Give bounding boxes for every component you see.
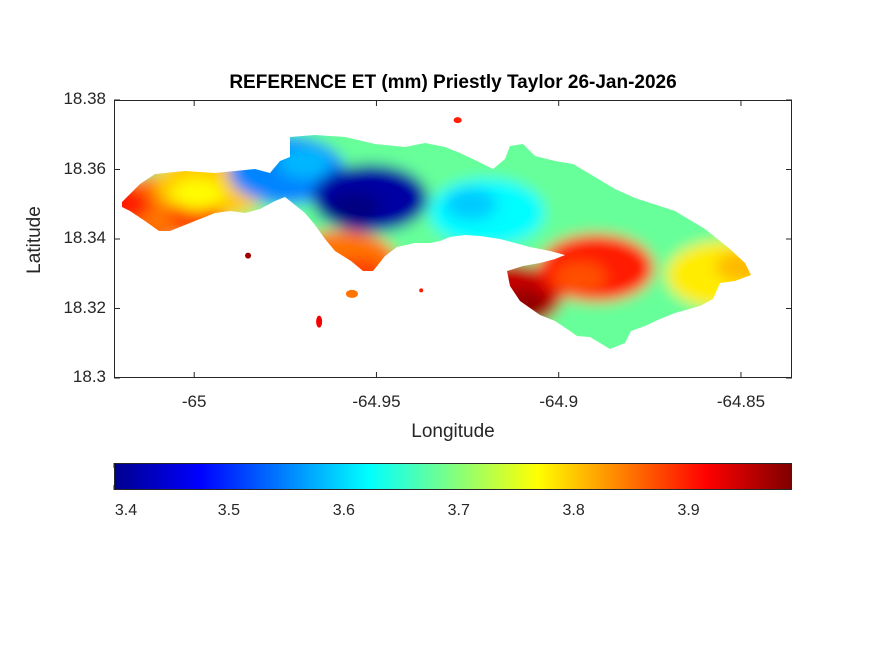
y-tick-label: 18.32 xyxy=(63,297,106,317)
islet xyxy=(245,252,252,259)
map-title: REFERENCE ET (mm) Priestly Taylor 26-Jan… xyxy=(229,72,677,93)
colorbar-tick-label: 3.7 xyxy=(447,502,470,519)
heatmap-detail xyxy=(444,188,497,221)
x-tick-label: -64.9 xyxy=(539,392,579,411)
y-tick-label: 18.34 xyxy=(63,228,106,247)
colorbar-tick-label: 3.5 xyxy=(217,502,241,519)
x-axis-label: Longitude xyxy=(411,421,495,442)
y-tick-label: 18.36 xyxy=(63,158,106,178)
heatmap-detail xyxy=(328,192,381,225)
heatmap-detail xyxy=(278,146,331,179)
islet xyxy=(419,288,424,293)
islet xyxy=(453,117,462,124)
colorbar xyxy=(114,463,792,490)
x-tick-label: -65 xyxy=(181,392,207,411)
heatmap-detail xyxy=(554,261,607,294)
heatmap-detail xyxy=(715,250,751,283)
colorbar-tick-label: 3.8 xyxy=(562,502,585,519)
heatmap-detail xyxy=(171,178,224,211)
x-tick-label: -64.85 xyxy=(716,392,766,411)
x-tick-label: -64.95 xyxy=(352,392,401,411)
y-tick-label: 18.3 xyxy=(72,367,106,386)
colorbar-tick-label: 3.6 xyxy=(332,502,355,519)
y-axis-label: Latitude xyxy=(24,206,45,274)
islet xyxy=(345,289,358,298)
et-heatmap xyxy=(122,117,751,349)
colorbar-tick-label: 3.9 xyxy=(677,502,700,519)
heatmap-detail xyxy=(122,188,151,221)
map-axes xyxy=(114,100,792,378)
y-tick-label: 18.38 xyxy=(63,89,106,108)
colorbar-tick-label: 3.4 xyxy=(114,502,138,519)
islet xyxy=(316,315,323,328)
